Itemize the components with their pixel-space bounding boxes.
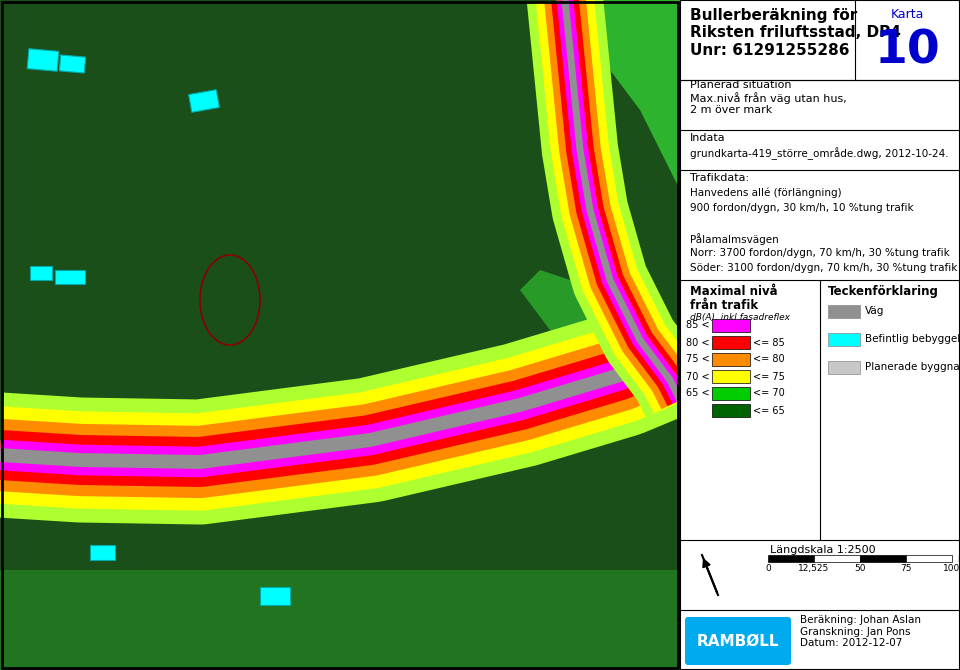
Text: <= 70: <= 70 [753, 389, 784, 399]
Text: Väg: Väg [865, 306, 884, 316]
Text: 75: 75 [900, 564, 912, 573]
Text: Bullerberäkning för
Riksten friluftsstad, DP4
Unr: 61291255286: Bullerberäkning för Riksten friluftsstad… [690, 8, 900, 58]
Bar [60, 55, 85, 73]
FancyBboxPatch shape [685, 617, 791, 665]
Bar [712, 353, 750, 366]
Text: Beräkning: Johan Aslan
Granskning: Jan Pons
Datum: 2012-12-07: Beräkning: Johan Aslan Granskning: Jan P… [800, 615, 921, 648]
Text: 12,525: 12,525 [799, 564, 829, 573]
Bar [828, 305, 860, 318]
Text: Söder: 3100 fordon/dygn, 70 km/h, 30 %tung trafik: Söder: 3100 fordon/dygn, 70 km/h, 30 %tu… [690, 263, 957, 273]
Bar [768, 555, 814, 562]
Text: från trafik: från trafik [690, 299, 758, 312]
Bar [712, 336, 750, 349]
Text: Planerade byggnader: Planerade byggnader [865, 362, 960, 373]
Bar [55, 270, 85, 284]
Text: Trafikdata:: Trafikdata: [690, 173, 749, 183]
Polygon shape [560, 0, 680, 190]
Bar [828, 333, 860, 346]
Text: 85 <: 85 < [686, 320, 710, 330]
Text: dB(A), inkl fasadreflex: dB(A), inkl fasadreflex [690, 313, 790, 322]
Bar [712, 387, 750, 400]
Text: Pålamalmsvägen: Pålamalmsvägen [690, 233, 779, 245]
Bar [712, 370, 750, 383]
Bar [260, 587, 290, 605]
Text: Längdskala 1:2500: Längdskala 1:2500 [770, 545, 876, 555]
Text: 65 <: 65 < [686, 389, 710, 399]
Text: Hanvedens allé (förlängning): Hanvedens allé (förlängning) [690, 188, 842, 198]
Text: Planerad situation
Max.nivå från väg utan hus,
2 m över mark: Planerad situation Max.nivå från väg uta… [690, 80, 847, 115]
Bar [906, 555, 952, 562]
Bar [0, 570, 680, 670]
Text: grundkarta-419_större_område.dwg, 2012-10-24.: grundkarta-419_större_område.dwg, 2012-1… [690, 147, 948, 160]
Text: 70 <: 70 < [686, 371, 710, 381]
Polygon shape [520, 270, 600, 350]
Bar [814, 555, 860, 562]
Bar [828, 361, 860, 374]
Text: m: m [957, 553, 960, 563]
Text: Befintlig bebyggelse: Befintlig bebyggelse [865, 334, 960, 344]
Text: <= 75: <= 75 [753, 371, 785, 381]
Text: 50: 50 [854, 564, 866, 573]
Text: Teckenförklaring: Teckenförklaring [828, 285, 939, 298]
Bar [189, 90, 219, 113]
Text: RAMBØLL: RAMBØLL [697, 634, 780, 649]
Bar [712, 319, 750, 332]
Bar [860, 555, 906, 562]
Text: 75 <: 75 < [686, 354, 710, 364]
Text: <= 80: <= 80 [753, 354, 784, 364]
Text: 10: 10 [875, 28, 941, 73]
Text: Maximal nivå: Maximal nivå [690, 285, 778, 298]
Text: <= 85: <= 85 [753, 338, 784, 348]
Text: Karta: Karta [891, 8, 924, 21]
Text: 900 fordon/dygn, 30 km/h, 10 %tung trafik: 900 fordon/dygn, 30 km/h, 10 %tung trafi… [690, 203, 914, 213]
Text: 0: 0 [765, 564, 771, 573]
Text: Indata: Indata [690, 133, 726, 143]
Text: Norr: 3700 fordon/dygn, 70 km/h, 30 %tung trafik: Norr: 3700 fordon/dygn, 70 km/h, 30 %tun… [690, 248, 949, 258]
Text: 80 <: 80 < [686, 338, 710, 348]
Text: 100: 100 [944, 564, 960, 573]
Bar [30, 266, 52, 280]
Bar [712, 404, 750, 417]
Bar [27, 49, 59, 71]
Bar [90, 545, 115, 560]
Text: <= 65: <= 65 [753, 405, 784, 415]
